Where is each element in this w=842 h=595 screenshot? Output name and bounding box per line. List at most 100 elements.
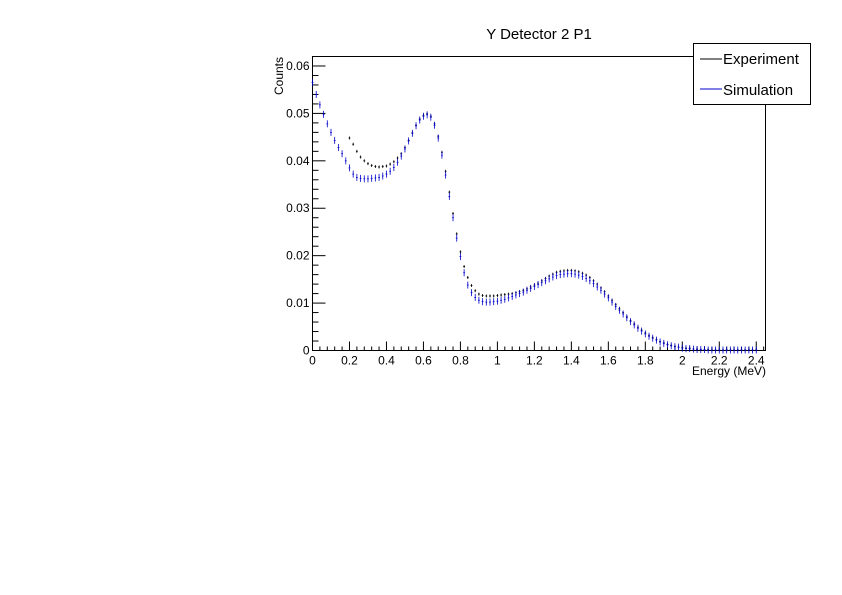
x-tick-label: 0.4 bbox=[378, 354, 395, 368]
data-point bbox=[337, 144, 340, 152]
data-point bbox=[581, 273, 584, 281]
data-point bbox=[355, 173, 358, 181]
data-point bbox=[478, 292, 480, 296]
data-point bbox=[404, 145, 406, 153]
data-point bbox=[459, 253, 462, 261]
data-point bbox=[367, 162, 369, 166]
data-point bbox=[618, 306, 621, 314]
data-point bbox=[529, 284, 532, 292]
data-point bbox=[500, 293, 502, 297]
data-point bbox=[381, 165, 384, 169]
data-point bbox=[518, 290, 521, 298]
data-point bbox=[378, 173, 380, 181]
data-point bbox=[503, 293, 506, 297]
data-point bbox=[481, 293, 484, 297]
data-point bbox=[751, 346, 754, 354]
data-point bbox=[407, 137, 410, 145]
data-point bbox=[662, 339, 665, 347]
data-point bbox=[374, 174, 377, 182]
data-point bbox=[533, 282, 536, 290]
data-point bbox=[352, 170, 355, 178]
data-point bbox=[659, 338, 662, 346]
data-point bbox=[392, 163, 395, 171]
data-point bbox=[729, 346, 732, 354]
data-point bbox=[392, 160, 395, 164]
x-tick-label: 0.2 bbox=[341, 354, 358, 368]
data-point bbox=[644, 330, 647, 338]
data-point bbox=[455, 234, 458, 242]
data-point bbox=[448, 192, 451, 200]
data-point bbox=[385, 164, 388, 168]
data-point bbox=[666, 341, 669, 349]
data-point bbox=[352, 142, 355, 146]
data-point bbox=[551, 273, 554, 281]
x-tick-label: 0.6 bbox=[415, 354, 432, 368]
data-point bbox=[559, 271, 562, 279]
data-point bbox=[507, 294, 510, 302]
x-tick-label: 2 bbox=[679, 354, 686, 368]
data-point bbox=[540, 279, 543, 287]
data-point bbox=[692, 345, 695, 353]
data-point bbox=[367, 175, 369, 183]
data-point bbox=[396, 158, 399, 166]
data-point bbox=[363, 159, 366, 163]
x-tick-label: 0 bbox=[309, 354, 316, 368]
data-point bbox=[378, 165, 380, 169]
x-tick-label: 1.6 bbox=[600, 354, 617, 368]
data-point bbox=[503, 295, 506, 303]
data-point bbox=[344, 157, 347, 165]
data-point bbox=[651, 334, 654, 342]
data-point bbox=[710, 346, 713, 354]
data-point bbox=[566, 270, 569, 278]
data-point bbox=[426, 111, 429, 119]
y-tick-label: 0.06 bbox=[286, 59, 310, 73]
data-point bbox=[348, 136, 351, 140]
x-tick-label: 2.2 bbox=[711, 354, 728, 368]
data-point bbox=[722, 346, 724, 354]
data-point bbox=[459, 250, 462, 254]
data-point bbox=[570, 270, 573, 278]
data-point bbox=[326, 120, 329, 128]
data-point bbox=[370, 164, 373, 168]
data-point bbox=[563, 270, 565, 278]
legend-box bbox=[693, 43, 811, 105]
data-point bbox=[389, 162, 392, 166]
data-point bbox=[381, 172, 384, 180]
series-simulation bbox=[311, 79, 758, 354]
data-point bbox=[322, 110, 325, 118]
data-point bbox=[681, 344, 684, 352]
data-point bbox=[415, 122, 417, 130]
x-axis: 0 0.2 0.4 0.6 0.8 1 1.2 1.4 1.6 1.8 2 2.2 2.4 bbox=[309, 341, 765, 368]
data-point bbox=[611, 298, 613, 306]
data-point bbox=[603, 290, 606, 298]
data-point bbox=[496, 297, 499, 305]
chart-title: Y Detector 2 P1 bbox=[486, 26, 592, 43]
data-point bbox=[489, 294, 491, 298]
data-point bbox=[633, 321, 636, 329]
data-point bbox=[685, 345, 687, 353]
data-point bbox=[492, 294, 495, 298]
data-point bbox=[574, 270, 576, 278]
data-series-layer bbox=[311, 79, 758, 354]
data-point bbox=[744, 346, 747, 354]
data-point bbox=[670, 342, 673, 350]
data-point bbox=[733, 346, 735, 354]
data-point bbox=[463, 265, 466, 269]
data-point bbox=[637, 324, 639, 332]
x-tick-label: 1 bbox=[494, 354, 501, 368]
data-point bbox=[474, 289, 477, 293]
data-point bbox=[622, 310, 625, 318]
data-point bbox=[318, 101, 321, 109]
data-point bbox=[703, 346, 706, 354]
data-point bbox=[496, 293, 499, 297]
y-tick-label: 0.05 bbox=[286, 106, 310, 120]
data-point bbox=[341, 150, 343, 158]
data-point bbox=[625, 314, 628, 322]
data-point bbox=[544, 277, 547, 285]
data-point bbox=[537, 281, 539, 289]
data-point bbox=[466, 281, 469, 289]
data-point bbox=[374, 165, 377, 169]
data-point bbox=[607, 294, 610, 302]
plot-frame bbox=[312, 56, 766, 351]
data-point bbox=[548, 275, 551, 283]
